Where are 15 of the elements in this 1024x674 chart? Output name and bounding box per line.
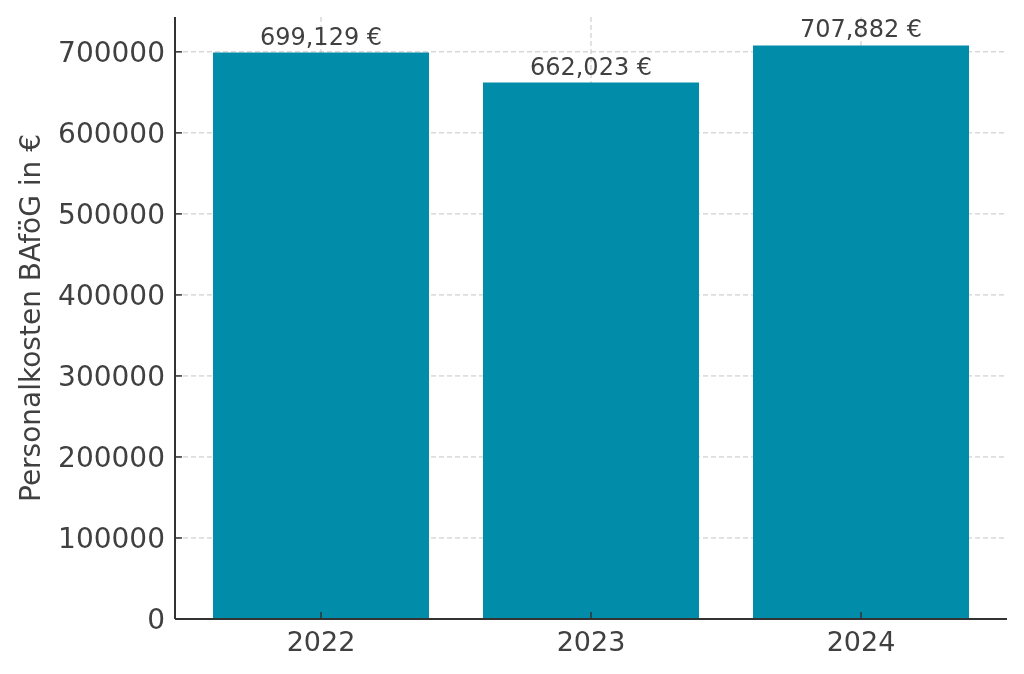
data-label: 662,023 € — [529, 52, 653, 81]
x-tick-label: 2024 — [826, 626, 896, 658]
data-label: 699,129 € — [259, 22, 383, 51]
y-tick-label: 700000 — [58, 35, 165, 69]
y-axis-title: Personalkosten BAföG in € — [13, 133, 47, 503]
y-tick-label: 100000 — [58, 521, 165, 555]
x-tick-label: 2023 — [556, 626, 626, 658]
data-label: 707,882 € — [799, 15, 923, 44]
y-tick-label: 200000 — [58, 440, 165, 474]
y-tick-label: 0 — [147, 602, 165, 636]
y-tick-label: 300000 — [58, 359, 165, 393]
x-tick-label: 2022 — [286, 626, 356, 658]
y-tick-label: 600000 — [58, 116, 165, 150]
y-tick-label: 400000 — [58, 278, 165, 312]
y-tick-label: 500000 — [58, 197, 165, 231]
